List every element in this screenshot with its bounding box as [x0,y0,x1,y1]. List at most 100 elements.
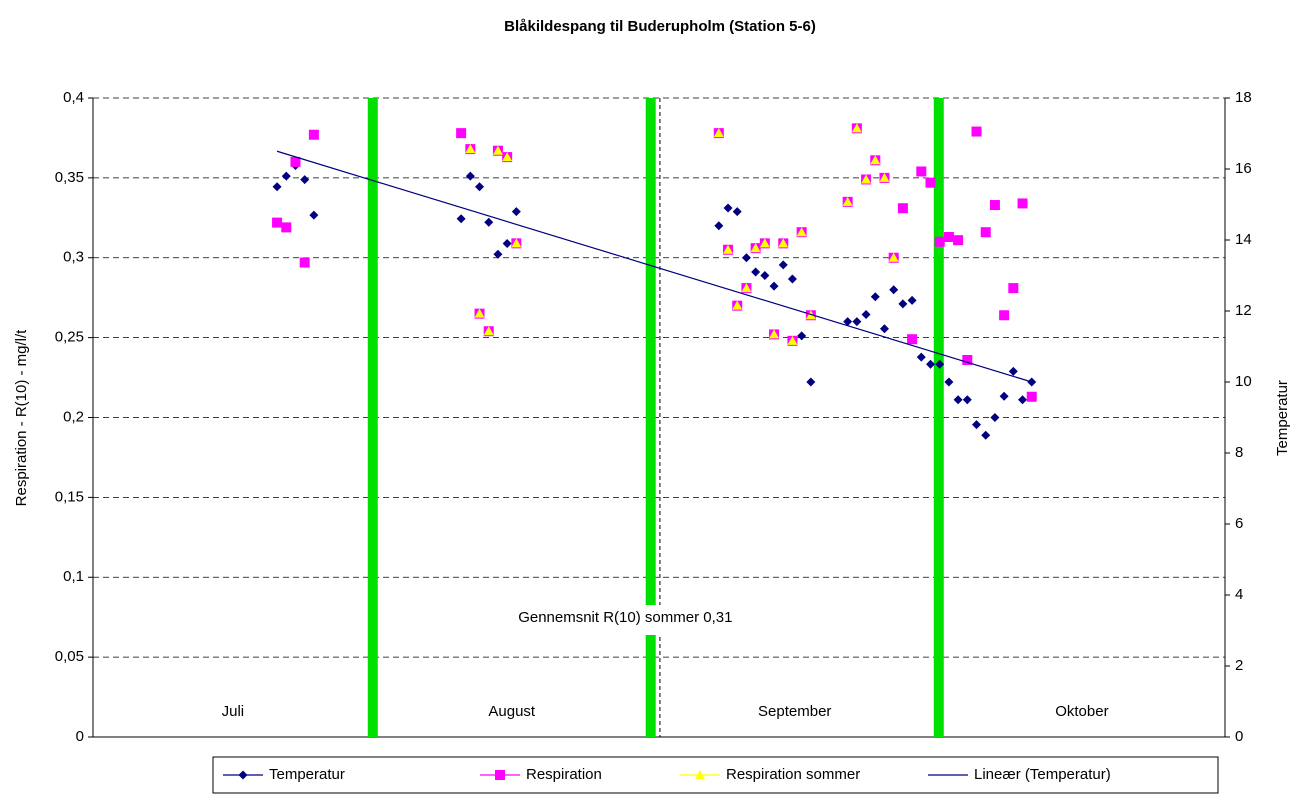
point [889,285,899,295]
point [916,352,926,362]
point [953,395,963,405]
y2-tick-label: 14 [1235,231,1252,248]
point [484,217,494,227]
point [925,359,935,369]
point [778,260,788,270]
point [806,377,816,387]
y-tick-label: 0,25 [55,329,84,346]
month-label: Oktober [1055,703,1108,720]
point [935,359,945,369]
point [944,377,954,387]
point [300,175,310,185]
point [475,182,485,192]
point [925,177,936,188]
point [272,217,283,228]
point [741,283,752,293]
point [842,196,853,206]
point [962,395,972,405]
point [1008,283,1019,294]
point [851,123,862,133]
point [843,317,853,327]
legend-label: Temperatur [269,766,345,783]
y-tick-label: 0,4 [63,89,84,106]
y2-tick-label: 10 [1235,373,1252,390]
y2-tick-label: 6 [1235,515,1243,532]
point [502,239,512,249]
point [989,200,1000,211]
point [898,299,908,309]
point [999,310,1010,321]
point [870,292,880,302]
y-tick-label: 0,05 [55,648,84,665]
legend-item: Respiration [480,766,602,783]
point [999,391,1009,401]
chart-title: Blåkildespang til Buderupholm (Station 5… [504,18,816,35]
point [796,227,807,237]
point [861,310,871,320]
point [852,317,862,327]
point [943,231,954,242]
point [511,238,522,248]
y2-tick-label: 8 [1235,444,1243,461]
point [897,203,908,214]
point [1018,395,1028,405]
y2-tick-label: 2 [1235,657,1243,674]
point [723,244,734,254]
point [732,300,743,310]
y-tick-label: 0,2 [63,408,84,425]
point [492,145,503,155]
point [797,331,807,341]
point [907,334,918,345]
point [465,171,475,181]
point [787,274,797,284]
point [695,770,705,779]
point [870,155,881,165]
y-tick-label: 0,15 [55,488,84,505]
point [769,281,779,291]
point [456,128,467,139]
point [281,222,292,233]
point [760,271,770,280]
point [787,335,798,345]
point [713,128,724,138]
point [916,166,927,177]
legend-item: Respiration sommer [680,766,860,783]
point [474,308,485,318]
point [981,430,991,440]
legend-label: Respiration sommer [726,766,860,783]
trend-line [276,150,1032,383]
point [1008,366,1018,376]
y-axis-label: Respiration - R(10) - mg/l/t [13,329,30,507]
point [962,354,973,365]
y2-tick-label: 18 [1235,89,1252,106]
y-tick-label: 0 [76,728,84,745]
y2-tick-label: 0 [1235,728,1243,745]
point [990,413,1000,422]
point [750,243,761,253]
y-tick-label: 0,1 [63,568,84,585]
point [934,236,945,247]
legend-item: Temperatur [223,766,345,783]
y2-tick-label: 4 [1235,586,1243,603]
point [309,210,319,220]
point [281,171,291,181]
y2-axis-label: Temperatur [1274,380,1291,456]
point [290,156,301,167]
y-tick-label: 0,35 [55,169,84,186]
point [953,235,964,246]
point [238,770,248,780]
point [980,227,991,238]
legend-item: Lineær (Temperatur) [928,766,1111,783]
point [723,203,733,213]
point [879,324,889,334]
point [971,126,982,137]
month-label: September [758,703,831,720]
point [299,257,310,268]
point [741,253,751,263]
y2-tick-label: 16 [1235,160,1252,177]
month-label: August [488,703,536,720]
point [972,420,982,430]
point [759,238,770,248]
point [465,144,476,154]
